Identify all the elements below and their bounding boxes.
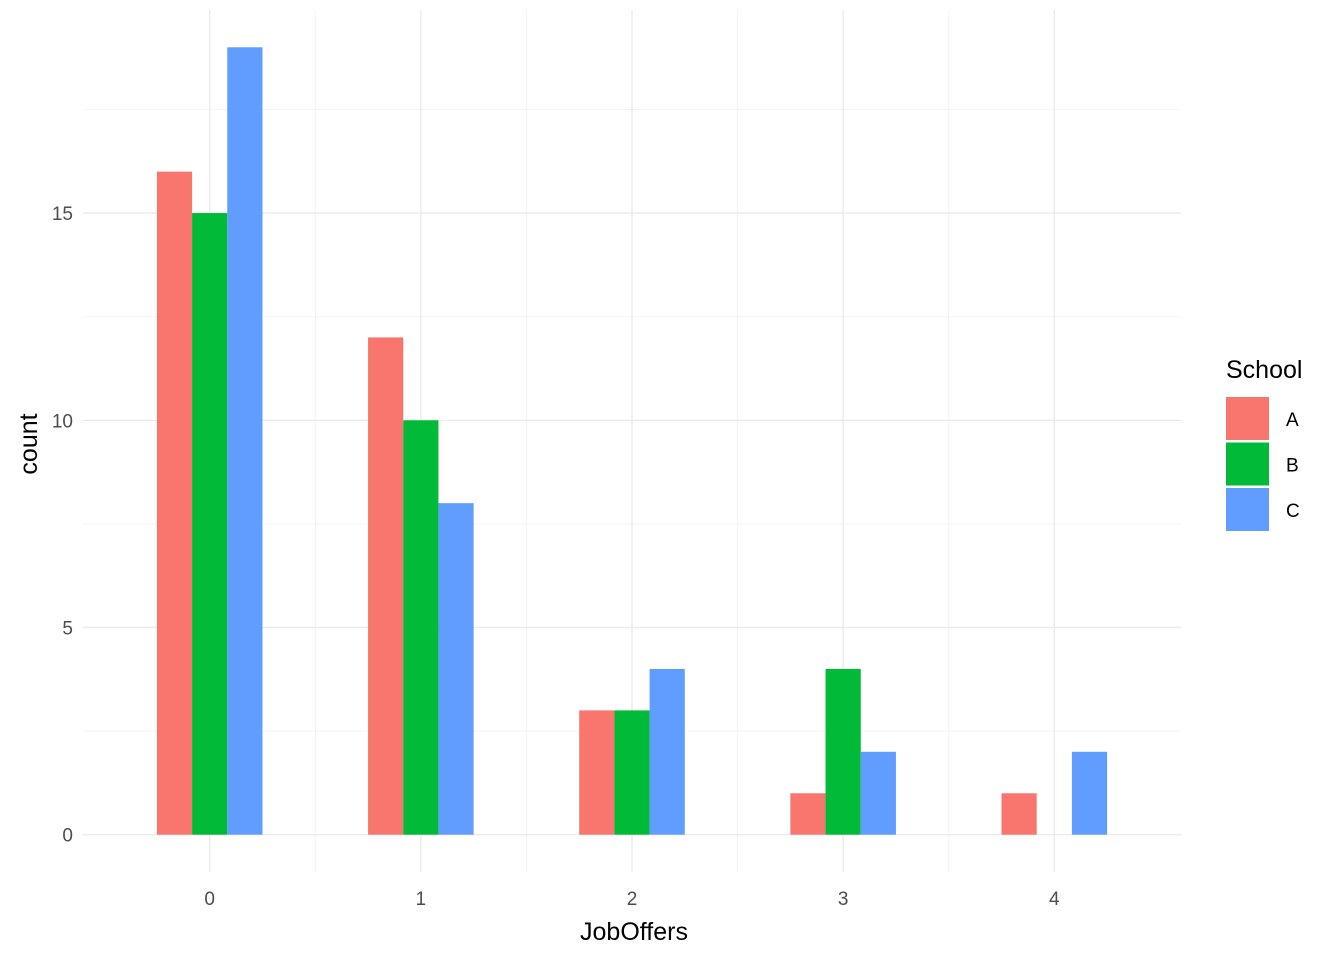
y-axis-title: count <box>15 413 43 474</box>
bars <box>156 47 1108 835</box>
bar-B-2 <box>614 710 650 835</box>
legend-title: School <box>1226 356 1302 384</box>
bar-C-4 <box>1071 751 1108 835</box>
bar-B-0 <box>192 213 228 835</box>
bar-B-1 <box>403 420 439 835</box>
bar-C-1 <box>438 503 474 835</box>
x-tick-label: 1 <box>416 889 427 910</box>
bar-A-3 <box>790 793 826 835</box>
y-axis-ticks: 0 5 10 15 <box>52 204 73 847</box>
legend-key-B <box>1226 442 1269 486</box>
x-axis-title: JobOffers <box>580 918 688 946</box>
bar-B-3 <box>825 668 861 835</box>
legend-label-B: B <box>1286 456 1299 477</box>
y-tick-label: 5 <box>62 618 73 639</box>
y-tick-label: 15 <box>52 204 73 225</box>
bar-A-4 <box>1001 793 1037 835</box>
legend-key-A <box>1226 397 1269 440</box>
bar-A-2 <box>579 710 615 835</box>
bar-A-1 <box>368 337 404 835</box>
bar-C-2 <box>649 668 685 835</box>
x-tick-label: 2 <box>627 889 638 910</box>
y-tick-label: 10 <box>52 411 73 432</box>
x-tick-label: 3 <box>838 889 849 910</box>
legend: School A B C <box>1226 356 1302 531</box>
x-tick-label: 0 <box>204 889 215 910</box>
bar-C-3 <box>860 751 896 835</box>
y-tick-label: 0 <box>62 826 73 847</box>
legend-key-C <box>1226 488 1269 531</box>
bar-A-0 <box>156 171 193 835</box>
bar-C-0 <box>227 47 263 835</box>
legend-label-C: C <box>1286 501 1300 522</box>
legend-label-A: A <box>1286 410 1299 431</box>
x-tick-label: 4 <box>1049 889 1060 910</box>
x-axis-ticks: 0 1 2 3 4 <box>204 889 1060 910</box>
